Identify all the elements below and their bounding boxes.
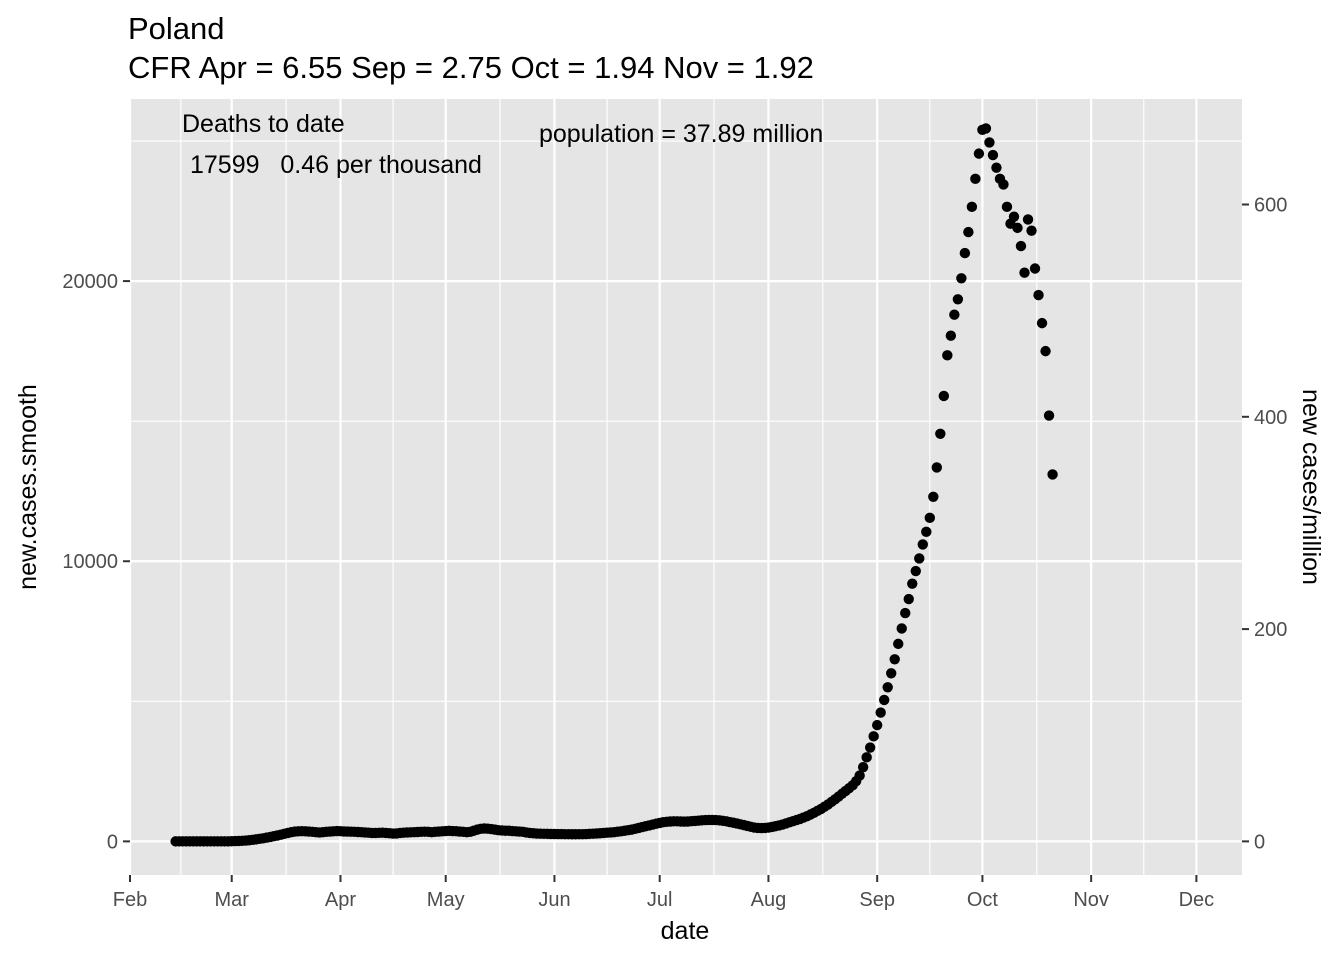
data-point — [903, 593, 914, 605]
y2-tick-label: 400 — [1254, 407, 1287, 429]
data-point — [935, 428, 946, 439]
x-tick-label: Jun — [538, 889, 570, 911]
data-point — [882, 682, 893, 693]
data-point — [1029, 263, 1041, 274]
x-tick-label: Mar — [215, 889, 250, 911]
x-tick-label: Aug — [751, 889, 787, 911]
data-point — [980, 123, 992, 134]
data-point — [907, 578, 918, 589]
data-point — [963, 226, 974, 238]
y-axis-left: 0 10000 20000 — [62, 271, 130, 853]
population-annotation: population = 37.89 million — [539, 120, 823, 148]
data-point — [956, 273, 967, 284]
plot-panel — [130, 99, 1242, 875]
data-point — [917, 539, 928, 550]
data-point — [945, 330, 957, 341]
data-point — [1043, 410, 1055, 421]
data-point — [914, 553, 925, 564]
x-axis: Feb Mar Apr May Jun Jul Aug Sep Oct Nov Dec — [113, 875, 1214, 911]
data-point — [966, 201, 978, 213]
y-tick-label: 20000 — [62, 271, 118, 293]
data-point — [949, 309, 960, 320]
y-axis-title: new.cases.smooth — [14, 384, 42, 590]
data-point — [1019, 267, 1030, 278]
data-point — [998, 179, 1009, 190]
x-tick-label: Sep — [859, 889, 895, 911]
data-point — [1026, 225, 1037, 236]
x-tick-label: Oct — [967, 889, 999, 911]
data-point — [928, 491, 939, 503]
chart-title: Poland — [128, 11, 225, 46]
data-point — [868, 731, 879, 742]
y2-axis-title: new cases/million — [1297, 389, 1325, 585]
y2-tick-label: 0 — [1254, 831, 1265, 853]
x-axis-title: date — [661, 917, 710, 945]
y-axis-right: 0 200 400 600 — [1242, 195, 1287, 853]
data-point — [1033, 289, 1044, 301]
data-point — [991, 162, 1002, 173]
deaths-header-annotation: Deaths to date — [182, 110, 345, 138]
data-point — [900, 607, 911, 619]
deaths-values-annotation: 17599 0.46 per thousand — [190, 151, 482, 179]
y2-tick-label: 200 — [1254, 619, 1287, 641]
x-tick-label: Jul — [647, 889, 673, 911]
data-point — [1022, 214, 1034, 225]
y-tick-label: 10000 — [62, 551, 118, 573]
data-point — [1047, 469, 1058, 480]
data-points — [170, 123, 1058, 847]
data-point — [910, 565, 921, 577]
y2-tick-label: 600 — [1254, 195, 1287, 217]
data-point — [893, 638, 904, 650]
x-tick-label: Feb — [113, 889, 147, 911]
minor-gridlines — [130, 99, 1242, 875]
data-point — [921, 526, 932, 538]
data-point — [864, 742, 876, 753]
data-point — [924, 512, 935, 524]
data-point — [931, 462, 943, 473]
data-point — [1036, 317, 1048, 329]
major-gridlines — [128, 99, 1242, 875]
data-point — [854, 770, 865, 781]
data-point — [1012, 222, 1023, 234]
data-point — [973, 148, 985, 159]
data-point — [879, 694, 890, 706]
data-point — [959, 247, 971, 259]
data-point — [952, 294, 964, 305]
data-point — [1040, 345, 1051, 357]
data-point — [1008, 211, 1020, 222]
x-tick-label: Nov — [1073, 889, 1109, 911]
data-point — [889, 654, 900, 665]
data-point — [861, 752, 872, 763]
x-tick-label: Apr — [325, 889, 356, 911]
data-point — [871, 719, 883, 731]
chart-subtitle: CFR Apr = 6.55 Sep = 2.75 Oct = 1.94 Nov… — [128, 50, 814, 85]
data-point — [875, 707, 886, 718]
data-point — [886, 668, 897, 679]
data-point — [938, 390, 950, 402]
data-point — [857, 761, 869, 773]
y-tick-label: 0 — [107, 831, 118, 853]
data-point — [1001, 201, 1013, 213]
data-point — [987, 149, 999, 161]
data-point — [942, 350, 953, 361]
data-point — [1015, 240, 1027, 252]
data-point — [970, 173, 981, 185]
data-point — [896, 623, 907, 634]
x-tick-label: Dec — [1179, 889, 1215, 911]
x-tick-label: May — [427, 889, 465, 911]
data-point — [984, 137, 995, 148]
